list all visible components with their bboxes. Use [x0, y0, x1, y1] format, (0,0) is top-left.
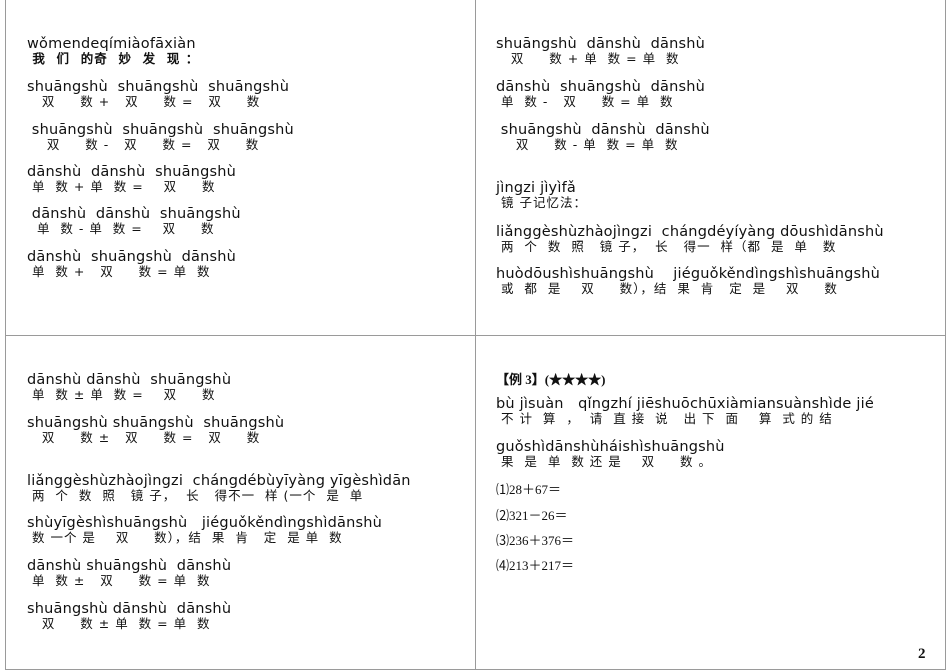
- rule-line: dānshù dānshù shuāngshù 单 数 + 单 数 = 双 数: [27, 165, 236, 194]
- pinyin-text: liǎnggèshùzhàojìngzi chángdéyíyàng dōush…: [496, 224, 884, 240]
- rule-line: dānshù shuāngshù dānshù 单 数 - 双 数 = 单 数: [496, 80, 705, 109]
- pinyin-text: huòdōushìshuāngshù jiéguǒkěndìngshìshuān…: [496, 266, 881, 282]
- hanzi-text: 或 都 是 双 数），结 果 肯 定 是 双 数: [496, 281, 838, 296]
- rule-line: dānshù shuāngshù dānshù 单 数 + 双 数 = 单 数: [27, 250, 236, 279]
- pinyin-text: shuāngshù dānshù dānshù: [496, 122, 710, 138]
- horizontal-divider: [5, 335, 946, 336]
- hanzi-text: 单 数 + 双 数 = 单 数: [27, 264, 211, 279]
- pinyin-text: wǒmendeqímiàofāxiàn: [27, 36, 196, 52]
- rule-line: shuāngshù shuāngshù shuāngshù 双 数 - 双 数 …: [27, 123, 294, 152]
- question-4: ⑷213＋217＝: [496, 558, 575, 573]
- hanzi-text: 单 数 ± 双 数 = 单 数: [27, 573, 211, 588]
- hanzi-text: 单 数 + 单 数 = 双 数: [27, 179, 216, 194]
- pinyin-text: bù jìsuàn qǐngzhí jiēshuōchūxiàmiansuàns…: [496, 396, 874, 412]
- hanzi-text: 两 个 数 照 镜 子， 长 得一 样（都 是 单 数: [496, 239, 837, 254]
- rule-line: shuāngshù shuāngshù shuāngshù 双 数 + 双 数 …: [27, 80, 289, 109]
- pinyin-text: dānshù shuāngshù dānshù: [496, 79, 706, 95]
- mirror-line: huòdōushìshuāngshù jiéguǒkěndìngshìshuān…: [496, 267, 880, 296]
- pinyin-text: shùyīgèshìshuāngshù jiéguǒkěndìngshìdāns…: [27, 515, 383, 531]
- instruction-line: guǒshìdānshùháishìshuāngshù 果 是 单 数 还 是 …: [496, 440, 725, 469]
- pinyin-text: shuāngshù shuāngshù shuāngshù: [27, 415, 285, 431]
- hanzi-text: 数 一个 是 双 数），结 果 肯 定 是 单 数: [27, 530, 343, 545]
- pinyin-text: dānshù dānshù shuāngshù: [27, 206, 241, 222]
- rule-line: dānshù dānshù shuāngshù 单 数 - 单 数 = 双 数: [27, 207, 241, 236]
- hanzi-text: 镜 子记忆法：: [496, 195, 587, 210]
- hanzi-text: 单 数 - 单 数 = 双 数: [27, 221, 215, 236]
- page-number: 2: [918, 646, 926, 662]
- hanzi-text: 双 数 ± 单 数 = 单 数: [27, 616, 211, 631]
- instruction-line: bù jìsuàn qǐngzhí jiēshuōchūxiàmiansuàns…: [496, 397, 874, 426]
- pinyin-text: jìngzi jìyìfǎ: [496, 180, 576, 196]
- rule-line: shuāngshù dānshù dānshù 双 数 ± 单 数 = 单 数: [27, 602, 231, 631]
- hanzi-text: 双 数 + 双 数 = 双 数: [27, 94, 261, 109]
- hanzi-text: 果 是 单 数 还 是 双 数 。: [496, 454, 712, 469]
- section-title: wǒmendeqímiàofāxiàn 我 们 的奇 妙 发 现 ：: [27, 37, 199, 66]
- pinyin-text: shuāngshù dānshù dānshù: [27, 601, 232, 617]
- rule-line: dānshù shuāngshù dānshù 单 数 ± 双 数 = 单 数: [27, 559, 231, 588]
- hanzi-text: 我 们 的奇 妙 发 现 ：: [27, 51, 200, 66]
- hanzi-text: 单 数 ± 单 数 = 双 数: [27, 387, 216, 402]
- mirror-line: shùyīgèshìshuāngshù jiéguǒkěndìngshìdāns…: [27, 516, 382, 545]
- hanzi-text: 两 个 数 照 镜 子， 长 得不一 样 (一个 是 单: [27, 488, 364, 503]
- pinyin-text: shuāngshù shuāngshù shuāngshù: [27, 122, 294, 138]
- hanzi-text: 双 数 + 单 数 = 单 数: [496, 51, 680, 66]
- pinyin-text: guǒshìdānshùháishìshuāngshù: [496, 439, 725, 455]
- rule-line: dānshù dānshù shuāngshù 单 数 ± 单 数 = 双 数: [27, 373, 231, 402]
- hanzi-text: 不 计 算 ， 请 直 接 说 出 下 面 算 式 的 结: [496, 411, 833, 426]
- mirror-title: jìngzi jìyìfǎ 镜 子记忆法：: [496, 181, 587, 210]
- mirror-line: liǎnggèshùzhàojìngzi chángdéyíyàng dōush…: [496, 225, 884, 254]
- rule-line: shuāngshù dānshù dānshù 双 数 - 单 数 = 单 数: [496, 123, 710, 152]
- mirror-line: liǎnggèshùzhàojìngzi chángdébùyīyàng yīg…: [27, 474, 411, 503]
- pinyin-text: dānshù dānshù shuāngshù: [27, 372, 232, 388]
- pinyin-text: dānshù shuāngshù dānshù: [27, 249, 237, 265]
- hanzi-text: 双 数 - 双 数 = 双 数: [27, 137, 260, 152]
- hanzi-text: 双 数 - 单 数 = 单 数: [496, 137, 679, 152]
- question-2: ⑵321－26＝: [496, 508, 568, 523]
- pinyin-text: liǎnggèshùzhàojìngzi chángdébùyīyàng yīg…: [27, 473, 411, 489]
- question-1: ⑴28＋67＝: [496, 482, 562, 497]
- pinyin-text: shuāngshù shuāngshù shuāngshù: [27, 79, 290, 95]
- hanzi-text: 单 数 - 双 数 = 单 数: [496, 94, 674, 109]
- question-3: ⑶236＋376＝: [496, 533, 575, 548]
- pinyin-text: dānshù shuāngshù dānshù: [27, 558, 232, 574]
- pinyin-text: dānshù dānshù shuāngshù: [27, 164, 237, 180]
- pinyin-text: shuāngshù dānshù dānshù: [496, 36, 706, 52]
- example-header: 【例 3】(★★★★): [496, 372, 606, 387]
- rule-line: shuāngshù shuāngshù shuāngshù 双 数 ± 双 数 …: [27, 416, 284, 445]
- hanzi-text: 双 数 ± 双 数 = 双 数: [27, 430, 261, 445]
- rule-line: shuāngshù dānshù dānshù 双 数 + 单 数 = 单 数: [496, 37, 705, 66]
